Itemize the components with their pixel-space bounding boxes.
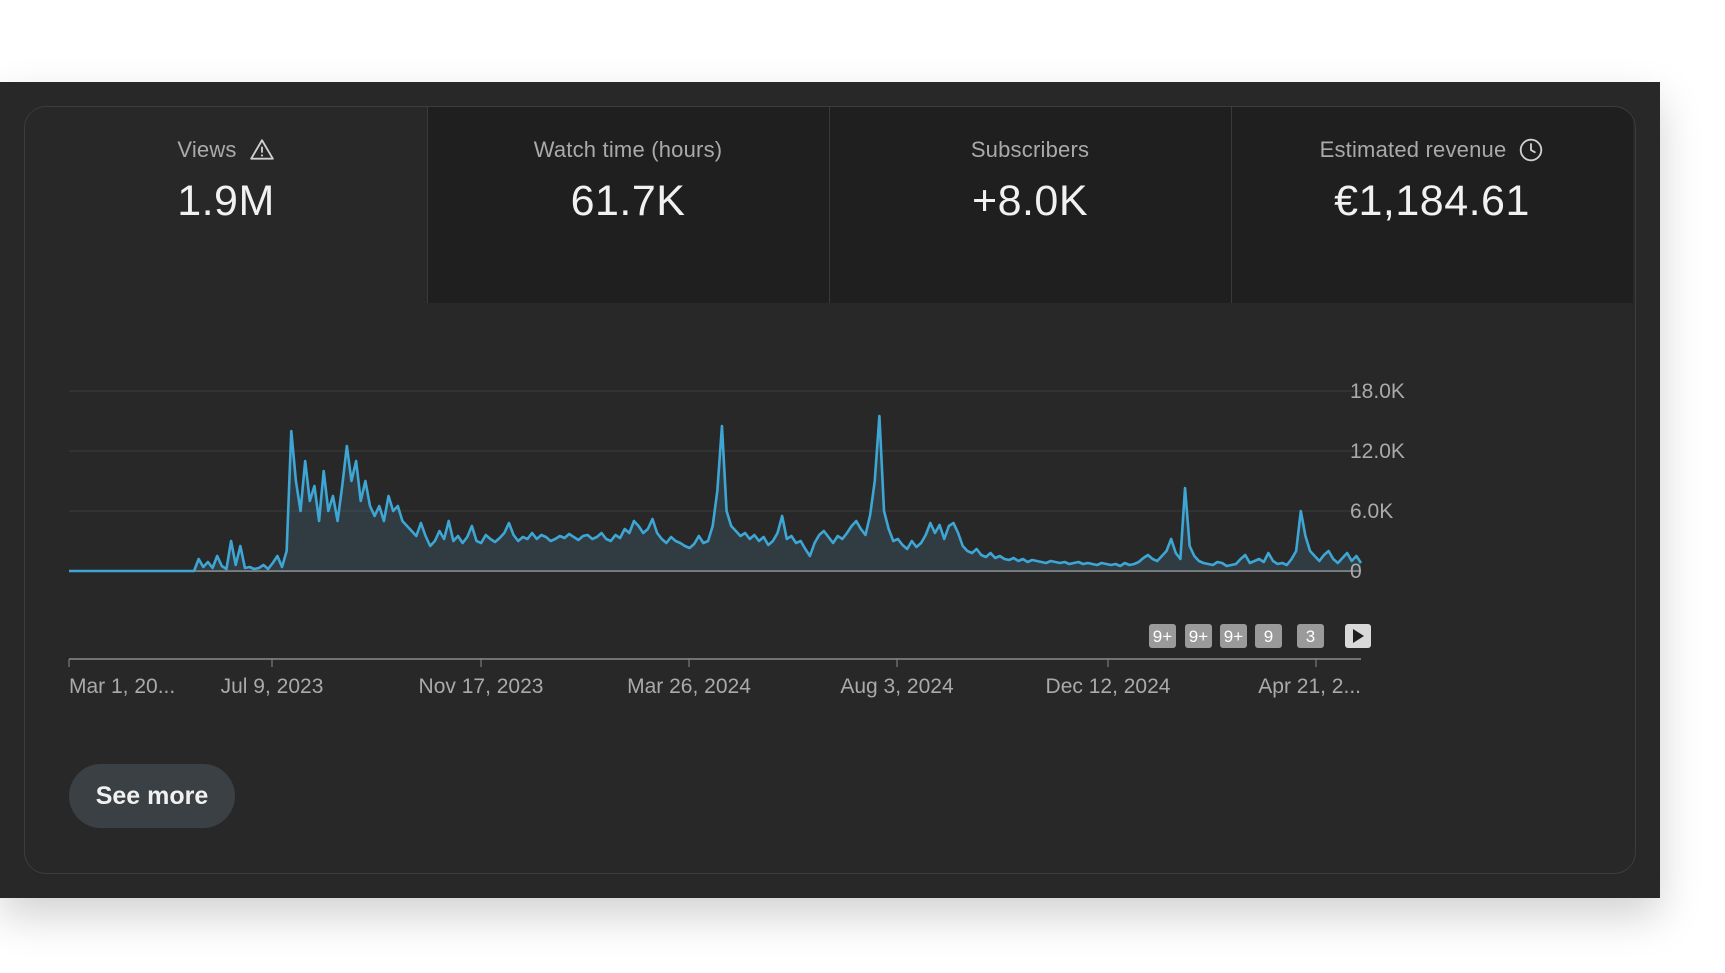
tab-subscribers[interactable]: Subscribers +8.0K bbox=[829, 107, 1231, 303]
analytics-panel: Views 1.9M Watch time (hours) 61.7K Subs… bbox=[0, 82, 1660, 898]
video-marker-count: 9+ bbox=[1153, 627, 1172, 646]
views-area-fill bbox=[69, 416, 1361, 571]
y-tick-label: 12.0K bbox=[1350, 440, 1405, 463]
x-tick-label: Mar 1, 20... bbox=[69, 675, 175, 698]
video-marker-badge[interactable]: 9+ bbox=[1185, 624, 1212, 648]
tab-divider bbox=[427, 107, 428, 303]
video-marker-count: 9 bbox=[1264, 627, 1273, 646]
video-marker-badge[interactable]: 3 bbox=[1297, 624, 1324, 648]
video-marker-badge[interactable]: 9 bbox=[1255, 624, 1282, 648]
video-marker-badge[interactable]: 9+ bbox=[1220, 624, 1247, 648]
x-axis-ticks: Mar 1, 20... Jul 9, 2023 Nov 17, 2023 Mar 2… bbox=[68, 659, 1361, 698]
more-markers-button[interactable] bbox=[1345, 624, 1371, 648]
video-marker-badge[interactable]: 9+ bbox=[1149, 624, 1176, 648]
x-tick-label: Dec 12, 2024 bbox=[1046, 675, 1171, 698]
warning-triangle-icon bbox=[249, 139, 274, 160]
tab-views[interactable]: Views 1.9M bbox=[25, 107, 427, 303]
tab-revenue-label: Estimated revenue bbox=[1319, 137, 1507, 162]
overview-card: Views 1.9M Watch time (hours) 61.7K Subs… bbox=[24, 106, 1636, 874]
x-tick-label: Aug 3, 2024 bbox=[840, 675, 954, 698]
tab-watch-time[interactable]: Watch time (hours) 61.7K bbox=[427, 107, 829, 303]
x-tick-label: Mar 26, 2024 bbox=[627, 675, 751, 698]
tab-watch-time-value: 61.7K bbox=[570, 177, 686, 225]
video-marker-count: 9+ bbox=[1189, 627, 1208, 646]
views-line bbox=[69, 414, 1363, 573]
video-marker-count: 3 bbox=[1306, 627, 1315, 646]
tab-divider bbox=[829, 107, 830, 303]
see-more-button[interactable]: See more bbox=[69, 764, 235, 828]
x-tick-label: Jul 9, 2023 bbox=[221, 675, 324, 698]
x-tick-label: Apr 21, 2... bbox=[1258, 675, 1361, 698]
y-tick-label: 6.0K bbox=[1350, 500, 1393, 523]
tab-subscribers-value: +8.0K bbox=[971, 177, 1089, 225]
tab-divider bbox=[1231, 107, 1232, 303]
clock-icon bbox=[1520, 138, 1543, 162]
tab-estimated-revenue[interactable]: Estimated revenue €1,184.61 bbox=[1231, 107, 1633, 303]
y-tick-label: 0 bbox=[1350, 560, 1362, 583]
tab-watch-time-label: Watch time (hours) bbox=[533, 137, 723, 162]
y-axis-ticks: 18.0K 12.0K 6.0K 0 bbox=[1350, 380, 1405, 583]
play-icon bbox=[1353, 629, 1364, 643]
views-chart: 18.0K 12.0K 6.0K 0 Mar 1, 20... Jul 9, 2023 N… bbox=[68, 380, 1405, 698]
tab-revenue-value: €1,184.61 bbox=[1334, 177, 1530, 225]
video-marker-count: 9+ bbox=[1224, 627, 1243, 646]
x-tick-label: Nov 17, 2023 bbox=[419, 675, 544, 698]
published-video-markers: 9+ 9+ 9+ 9 3 bbox=[1149, 624, 1324, 648]
tab-subscribers-label: Subscribers bbox=[970, 137, 1090, 162]
tab-views-value: 1.9M bbox=[177, 177, 275, 225]
y-tick-label: 18.0K bbox=[1350, 380, 1405, 403]
tab-views-label: Views bbox=[177, 137, 237, 162]
